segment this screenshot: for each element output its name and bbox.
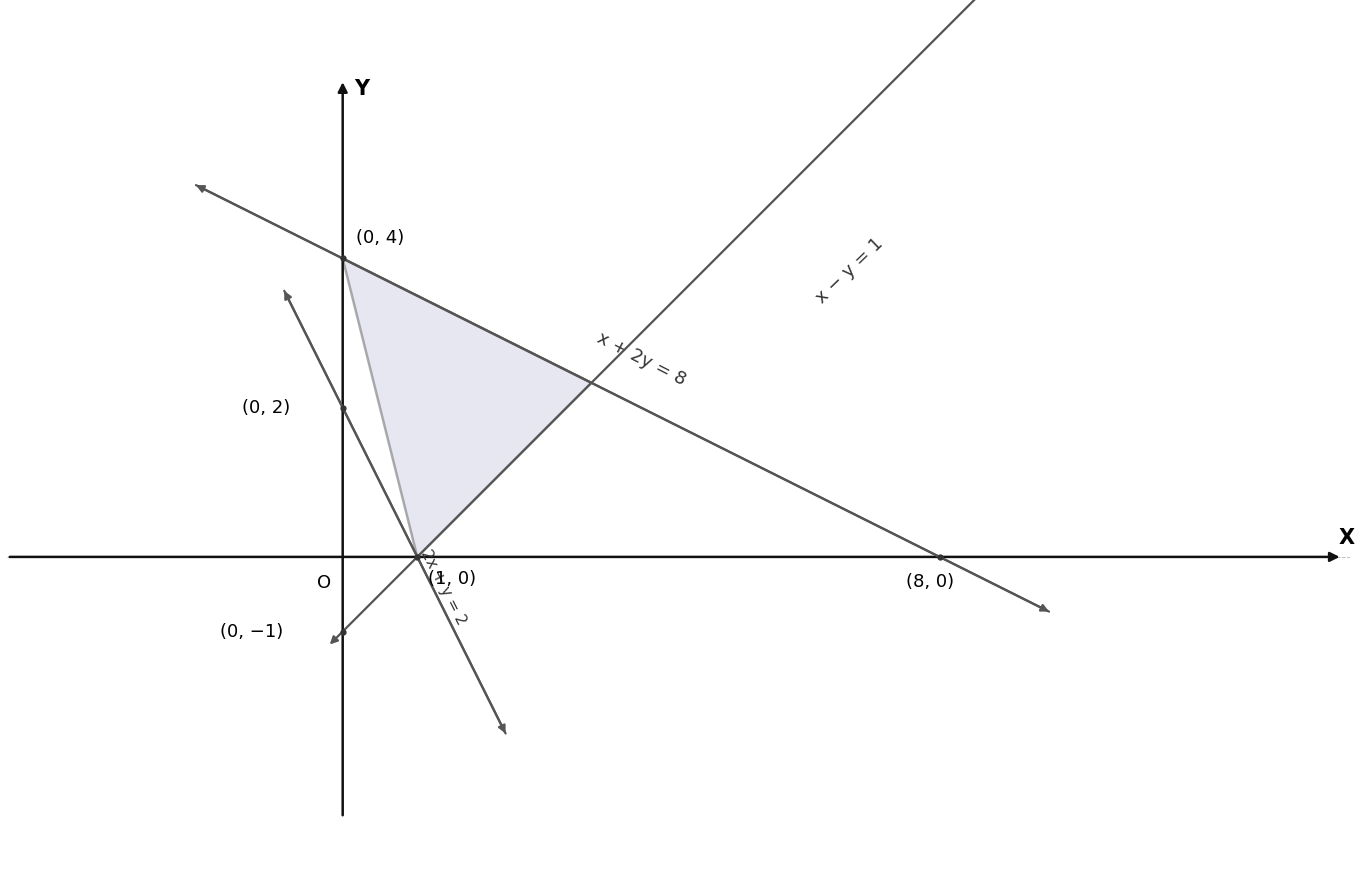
- Text: (0, 2): (0, 2): [242, 399, 290, 416]
- Text: O: O: [317, 574, 331, 592]
- Text: Y: Y: [354, 80, 369, 100]
- Text: x + 2y = 8: x + 2y = 8: [594, 329, 688, 389]
- Text: x − y = 1: x − y = 1: [813, 234, 887, 307]
- Text: 2x + y = 2: 2x + y = 2: [418, 547, 469, 627]
- Text: (0, −1): (0, −1): [219, 622, 283, 640]
- Polygon shape: [343, 258, 591, 556]
- Text: (0, 4): (0, 4): [355, 229, 405, 248]
- Text: (8, 0): (8, 0): [906, 573, 955, 592]
- Text: (1, 0): (1, 0): [429, 570, 477, 588]
- Text: X: X: [1337, 528, 1354, 549]
